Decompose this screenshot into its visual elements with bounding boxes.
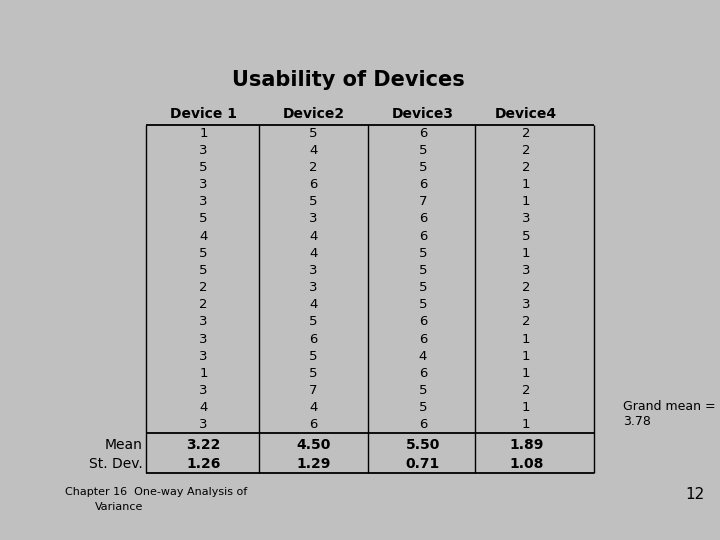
Text: 3: 3 bbox=[199, 384, 208, 397]
Text: 6: 6 bbox=[419, 367, 427, 380]
Text: 6: 6 bbox=[419, 178, 427, 191]
Text: 5.50: 5.50 bbox=[406, 438, 440, 452]
Text: 2: 2 bbox=[522, 161, 531, 174]
Text: 1: 1 bbox=[522, 333, 531, 346]
Text: 2: 2 bbox=[522, 281, 531, 294]
Text: 2: 2 bbox=[522, 384, 531, 397]
Text: 5: 5 bbox=[522, 230, 531, 242]
Text: Device2: Device2 bbox=[282, 107, 344, 121]
Text: 3: 3 bbox=[199, 333, 208, 346]
Text: 4: 4 bbox=[309, 298, 318, 311]
Text: 3: 3 bbox=[199, 195, 208, 208]
Text: 3: 3 bbox=[199, 350, 208, 363]
Text: 4: 4 bbox=[309, 401, 318, 414]
Text: 4: 4 bbox=[309, 230, 318, 242]
Text: 3: 3 bbox=[199, 315, 208, 328]
Text: 4: 4 bbox=[419, 350, 427, 363]
Text: 1: 1 bbox=[522, 350, 531, 363]
Text: 3: 3 bbox=[199, 418, 208, 431]
Text: 3: 3 bbox=[199, 178, 208, 191]
Text: 6: 6 bbox=[419, 127, 427, 140]
Text: 4: 4 bbox=[309, 247, 318, 260]
Text: 1: 1 bbox=[522, 401, 531, 414]
Text: 1: 1 bbox=[522, 418, 531, 431]
Text: 5: 5 bbox=[419, 161, 427, 174]
Text: 1.29: 1.29 bbox=[296, 457, 330, 471]
Text: 3: 3 bbox=[522, 264, 531, 277]
Text: 3: 3 bbox=[309, 212, 318, 226]
Text: Variance: Variance bbox=[95, 502, 143, 512]
Text: 5: 5 bbox=[419, 384, 427, 397]
Text: 6: 6 bbox=[419, 212, 427, 226]
Text: Device4: Device4 bbox=[495, 107, 557, 121]
Text: 6: 6 bbox=[309, 178, 318, 191]
Text: 3: 3 bbox=[522, 212, 531, 226]
Text: 12: 12 bbox=[685, 487, 705, 502]
Text: 5: 5 bbox=[199, 264, 208, 277]
Text: 5: 5 bbox=[309, 195, 318, 208]
Text: 7: 7 bbox=[419, 195, 427, 208]
Text: 4.50: 4.50 bbox=[296, 438, 330, 452]
Text: 3: 3 bbox=[522, 298, 531, 311]
Text: 5: 5 bbox=[309, 315, 318, 328]
Text: 4: 4 bbox=[199, 230, 208, 242]
Text: Chapter 16  One-way Analysis of: Chapter 16 One-way Analysis of bbox=[65, 487, 247, 497]
Text: 1.26: 1.26 bbox=[186, 457, 221, 471]
Text: 2: 2 bbox=[522, 315, 531, 328]
Text: 1: 1 bbox=[199, 367, 208, 380]
Text: 6: 6 bbox=[419, 418, 427, 431]
Text: Mean: Mean bbox=[104, 438, 143, 452]
Text: St. Dev.: St. Dev. bbox=[89, 457, 143, 471]
Text: 5: 5 bbox=[309, 350, 318, 363]
Text: 5: 5 bbox=[309, 367, 318, 380]
Text: 2: 2 bbox=[309, 161, 318, 174]
Text: 7: 7 bbox=[309, 384, 318, 397]
Text: 3: 3 bbox=[309, 281, 318, 294]
Text: 1: 1 bbox=[522, 367, 531, 380]
Text: 1: 1 bbox=[522, 178, 531, 191]
Text: 3: 3 bbox=[199, 144, 208, 157]
Text: 6: 6 bbox=[419, 315, 427, 328]
Text: 4: 4 bbox=[199, 401, 208, 414]
Text: 5: 5 bbox=[309, 127, 318, 140]
Text: 5: 5 bbox=[419, 281, 427, 294]
Text: Usability of Devices: Usability of Devices bbox=[233, 70, 465, 90]
Text: 5: 5 bbox=[199, 247, 208, 260]
Text: 5: 5 bbox=[419, 247, 427, 260]
Text: 6: 6 bbox=[419, 333, 427, 346]
Text: 2: 2 bbox=[199, 281, 208, 294]
Text: 5: 5 bbox=[419, 298, 427, 311]
Text: 6: 6 bbox=[309, 333, 318, 346]
Text: Device3: Device3 bbox=[392, 107, 454, 121]
Text: 4: 4 bbox=[309, 144, 318, 157]
Text: 1: 1 bbox=[522, 195, 531, 208]
Text: 0.71: 0.71 bbox=[406, 457, 440, 471]
Text: 6: 6 bbox=[309, 418, 318, 431]
Text: 3.22: 3.22 bbox=[186, 438, 221, 452]
Text: 6: 6 bbox=[419, 230, 427, 242]
Text: Grand mean =
3.78: Grand mean = 3.78 bbox=[623, 400, 716, 428]
Text: 2: 2 bbox=[199, 298, 208, 311]
Text: 5: 5 bbox=[199, 161, 208, 174]
Text: 1: 1 bbox=[199, 127, 208, 140]
Text: 1: 1 bbox=[522, 247, 531, 260]
Text: 3: 3 bbox=[309, 264, 318, 277]
Text: 5: 5 bbox=[419, 264, 427, 277]
Text: 2: 2 bbox=[522, 144, 531, 157]
Text: Device 1: Device 1 bbox=[170, 107, 237, 121]
Text: 1.89: 1.89 bbox=[509, 438, 544, 452]
Text: 1.08: 1.08 bbox=[509, 457, 544, 471]
Text: 5: 5 bbox=[419, 144, 427, 157]
Text: 5: 5 bbox=[419, 401, 427, 414]
Text: 5: 5 bbox=[199, 212, 208, 226]
Text: 2: 2 bbox=[522, 127, 531, 140]
